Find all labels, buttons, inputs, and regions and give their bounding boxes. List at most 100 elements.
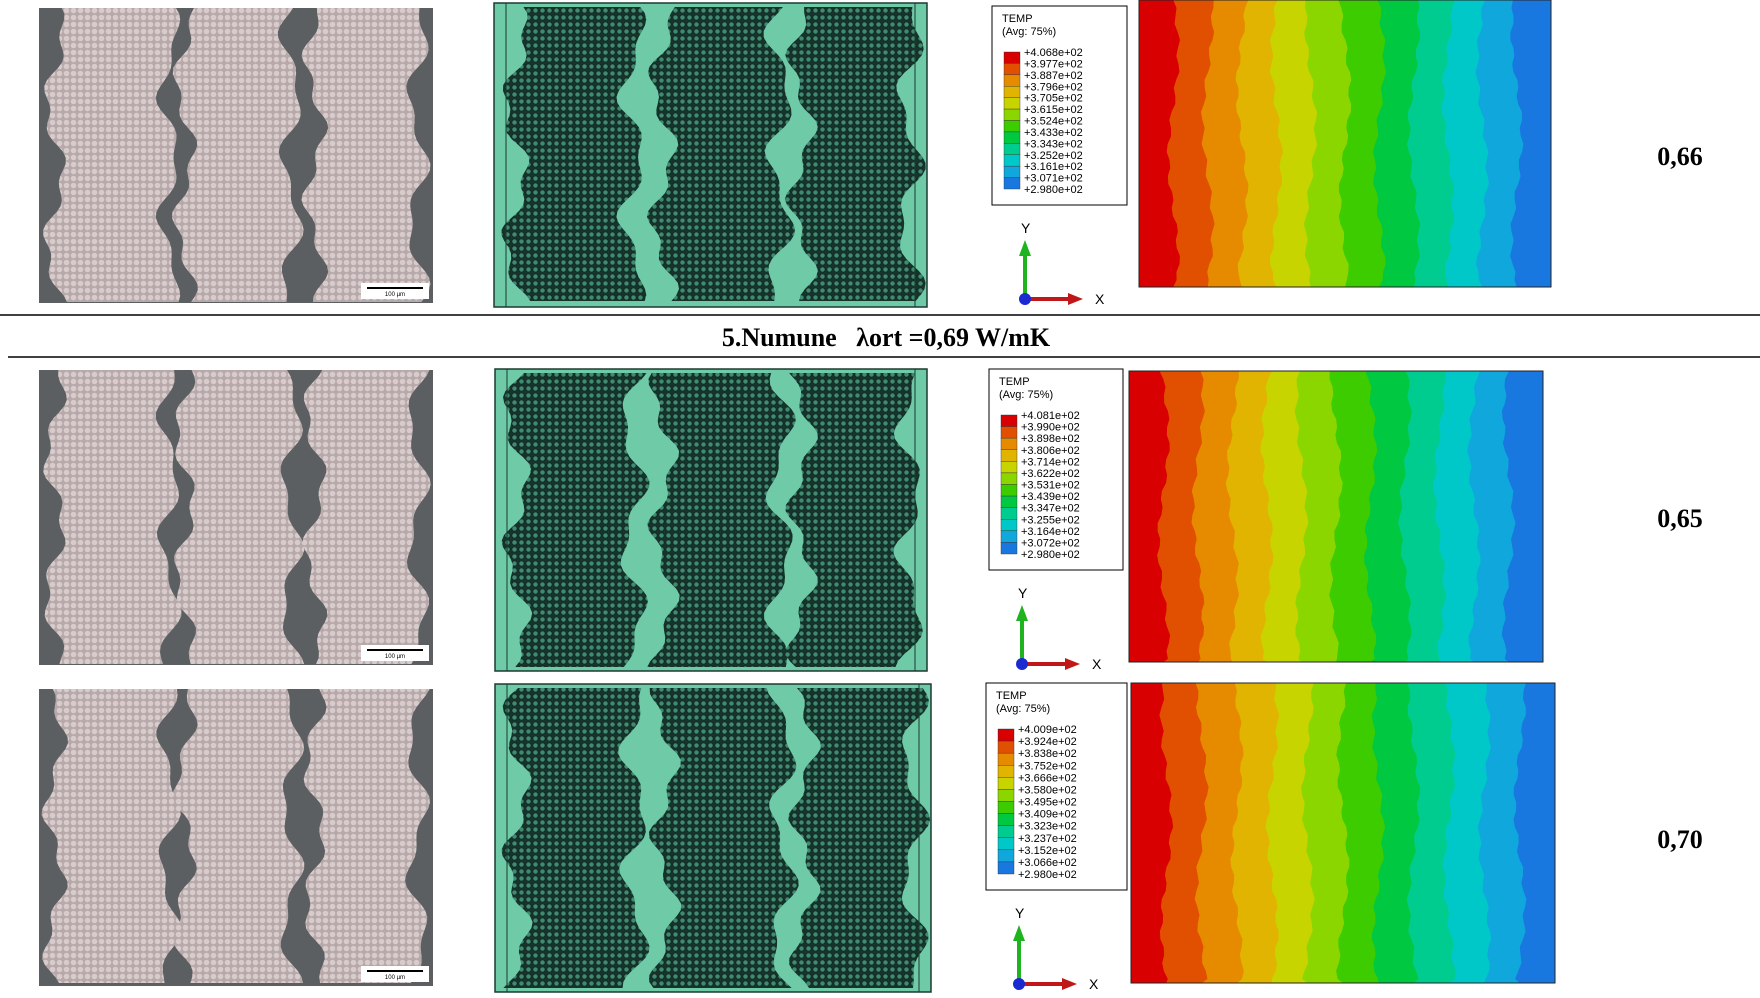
axis-x-head xyxy=(1065,658,1080,670)
legend-value: +3.990e+02 xyxy=(1021,422,1080,434)
legend-swatch xyxy=(997,789,1015,802)
legend-subtitle: (Avg: 75%) xyxy=(999,389,1053,401)
legend-value: +4.081e+02 xyxy=(1021,410,1080,422)
fiber-bundle xyxy=(303,689,430,983)
legend-value: +3.615e+02 xyxy=(1024,104,1083,116)
axis-origin xyxy=(1013,978,1025,990)
row-value: 0,66 xyxy=(1657,142,1703,171)
legend-value: +3.714e+02 xyxy=(1021,456,1080,468)
fiber-region xyxy=(784,7,926,301)
legend-value: +2.980e+02 xyxy=(1018,869,1077,881)
section-header: 5.Numune λort =0,69 W/mK xyxy=(722,323,1051,352)
legend-value: +3.433e+02 xyxy=(1024,127,1083,139)
legend-swatch xyxy=(1003,131,1021,144)
legend-title: TEMP xyxy=(996,690,1027,702)
legend-swatch xyxy=(997,849,1015,863)
legend-value: +3.524e+02 xyxy=(1024,116,1083,128)
legend-value: +3.237e+02 xyxy=(1018,833,1077,845)
legend-value: +3.806e+02 xyxy=(1021,445,1080,457)
axis-x-label: X xyxy=(1089,976,1099,992)
legend-swatch xyxy=(1000,507,1018,520)
legend-value: +3.752e+02 xyxy=(1018,760,1077,772)
legend-value: +3.164e+02 xyxy=(1021,526,1080,538)
legend-value: +3.066e+02 xyxy=(1018,857,1077,869)
fiber-bundle xyxy=(43,370,182,664)
legend-swatch xyxy=(1003,165,1021,178)
legend-swatch xyxy=(1003,74,1021,87)
legend-value: +3.255e+02 xyxy=(1021,514,1080,526)
fiber-region xyxy=(647,373,796,667)
legend-value: +3.252e+02 xyxy=(1024,150,1083,162)
fiber-region xyxy=(501,688,650,988)
legend-swatch xyxy=(1003,51,1021,64)
legend-value: +4.068e+02 xyxy=(1024,47,1083,59)
legend-swatch xyxy=(997,801,1015,814)
legend-value: +3.666e+02 xyxy=(1018,772,1077,784)
legend-value: +3.898e+02 xyxy=(1021,433,1080,445)
legend-swatch xyxy=(1000,414,1018,427)
legend-swatch xyxy=(1003,120,1021,133)
legend-swatch xyxy=(1003,143,1021,155)
fiber-region xyxy=(648,688,799,988)
legend-swatch xyxy=(1003,154,1021,167)
fiber-bundle xyxy=(302,370,431,664)
legend-value: +3.796e+02 xyxy=(1024,81,1083,93)
axis-y-label: Y xyxy=(1015,905,1025,921)
fiber-bundle xyxy=(41,689,183,983)
legend-swatch xyxy=(997,825,1015,838)
contour-frame xyxy=(1128,370,1544,663)
fiber-region xyxy=(785,373,923,667)
legend-value: +3.347e+02 xyxy=(1021,503,1080,515)
legend-swatch xyxy=(997,740,1015,754)
legend-swatch xyxy=(1003,97,1021,110)
fiber-region xyxy=(501,373,650,667)
fiber-bundle xyxy=(43,8,181,302)
legend-value: +3.622e+02 xyxy=(1021,468,1080,480)
contour-band xyxy=(1131,683,1174,983)
fiber-bundle xyxy=(172,8,304,302)
axis-x-head xyxy=(1062,978,1077,990)
legend-title: TEMP xyxy=(1002,13,1033,25)
legend-value: +3.343e+02 xyxy=(1024,138,1083,150)
fiber-region xyxy=(501,7,647,301)
axis-y-head xyxy=(1016,605,1028,621)
legend-value: +3.705e+02 xyxy=(1024,93,1083,105)
contour-band xyxy=(1139,0,1180,287)
scale-bar-label: 100 µm xyxy=(385,975,405,981)
legend-swatch xyxy=(1000,519,1018,532)
legend-swatch xyxy=(1003,108,1021,121)
axis-origin xyxy=(1019,293,1031,305)
legend-value: +4.009e+02 xyxy=(1018,724,1077,736)
fiber-bundle xyxy=(172,689,305,983)
contour-band xyxy=(1129,371,1171,662)
legend-value: +3.152e+02 xyxy=(1018,845,1077,857)
legend-swatch xyxy=(997,728,1015,742)
legend-swatch xyxy=(1000,495,1018,508)
row-value: 0,70 xyxy=(1657,825,1703,854)
legend-swatch xyxy=(1003,63,1021,76)
row-value: 0,65 xyxy=(1657,504,1703,533)
axis-x-head xyxy=(1068,293,1083,305)
fiber-region xyxy=(788,688,930,988)
legend-title: TEMP xyxy=(999,376,1030,388)
fiber-bundle xyxy=(174,370,305,664)
axis-y-head xyxy=(1013,925,1025,941)
legend-value: +3.071e+02 xyxy=(1024,173,1083,185)
legend-swatch xyxy=(1000,426,1018,439)
legend-value: +3.924e+02 xyxy=(1018,736,1077,748)
scale-bar-label: 100 µm xyxy=(385,292,405,298)
axis-x-label: X xyxy=(1092,656,1102,672)
axis-y-label: Y xyxy=(1021,220,1031,236)
legend-value: +2.980e+02 xyxy=(1021,549,1080,561)
axis-x-label: X xyxy=(1095,291,1105,307)
legend-swatch xyxy=(1000,437,1018,450)
legend-value: +3.409e+02 xyxy=(1018,809,1077,821)
legend-value: +2.980e+02 xyxy=(1024,184,1083,196)
legend-subtitle: (Avg: 75%) xyxy=(996,703,1050,715)
legend-value: +3.580e+02 xyxy=(1018,784,1077,796)
legend-value: +3.887e+02 xyxy=(1024,70,1083,82)
legend-swatch xyxy=(997,861,1015,875)
legend-value: +3.439e+02 xyxy=(1021,491,1080,503)
